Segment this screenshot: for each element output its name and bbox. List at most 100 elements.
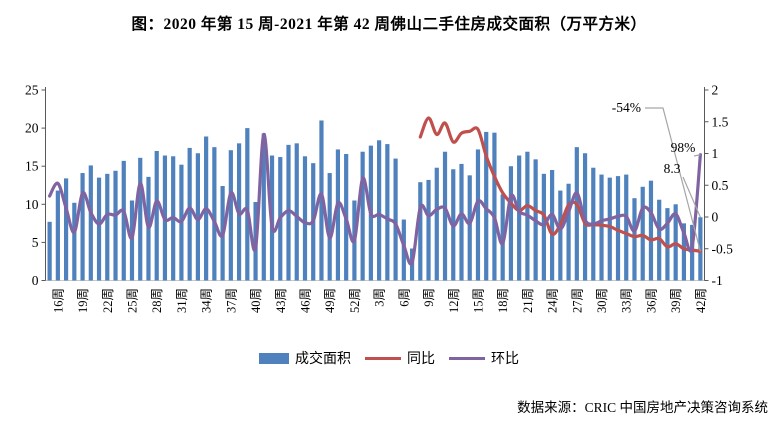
wow-line <box>48 132 702 266</box>
bar <box>377 140 382 281</box>
x-tick-label: 46周 <box>298 288 312 313</box>
bar <box>599 174 604 281</box>
right-tick-label: 0.5 <box>712 178 729 193</box>
x-tick-label: 31周 <box>175 288 189 313</box>
bar <box>195 153 200 281</box>
bar <box>550 170 555 281</box>
bar <box>558 190 563 281</box>
x-tick-label: 43周 <box>274 288 288 313</box>
bar <box>385 144 390 281</box>
bar <box>665 208 670 281</box>
x-tick-label: 18周 <box>496 288 510 313</box>
chart-title: 图：2020 年第 15 周-2021 年第 42 周佛山二手住房成交面积（万平… <box>131 16 647 33</box>
x-tick-label: 34周 <box>200 288 214 313</box>
yoy-line-swatch-icon <box>365 356 401 360</box>
annotation-label: 8.3 <box>664 161 681 176</box>
left-tick-label: 25 <box>25 83 39 98</box>
legend: 成交面积 同比 环比 <box>0 348 778 368</box>
x-tick-label: 15周 <box>471 288 485 313</box>
bar <box>327 173 332 281</box>
axes <box>45 87 705 281</box>
bar <box>138 157 143 281</box>
yoy-line <box>418 116 702 253</box>
x-tick-label: 22周 <box>101 288 115 313</box>
left-axis-ticks: 0 5 10 15 20 25 <box>25 83 46 288</box>
bar <box>607 177 612 281</box>
annotation-label: 98% <box>671 140 696 155</box>
right-tick-label: 1.5 <box>712 114 729 129</box>
bar <box>459 163 464 281</box>
bar <box>467 175 472 281</box>
right-tick-label: 2 <box>712 83 719 98</box>
x-tick-label: 12周 <box>447 288 461 313</box>
bar <box>154 150 159 281</box>
right-tick-label: 1 <box>712 146 719 161</box>
bar <box>212 147 217 281</box>
x-tick-label: 19周 <box>76 288 90 313</box>
bar <box>121 160 126 281</box>
bar <box>517 155 522 281</box>
bar <box>302 156 308 281</box>
x-tick-label: 49周 <box>323 288 337 313</box>
annotation-leader-line <box>682 176 701 218</box>
x-tick-label: 36周 <box>644 288 658 313</box>
bar <box>96 177 102 281</box>
annotation-leader-line <box>693 154 701 157</box>
bar <box>500 194 505 281</box>
left-tick-label: 0 <box>32 273 39 288</box>
x-tick-label: 30周 <box>595 288 609 313</box>
bar <box>319 120 324 281</box>
bar <box>393 158 398 281</box>
legend-label-wow: 环比 <box>491 352 519 367</box>
right-tick-label: -1 <box>712 273 723 288</box>
annotation-label: -54% <box>612 100 641 115</box>
x-tick-label: 16周 <box>51 288 65 313</box>
annotations: -54% 98% 8.3 <box>612 100 701 252</box>
bar <box>228 150 233 281</box>
bar <box>47 221 52 281</box>
x-tick-label: 9周 <box>422 288 436 307</box>
bar <box>80 173 85 281</box>
bar <box>88 165 93 281</box>
bar <box>335 149 341 281</box>
bar <box>475 149 481 281</box>
left-tick-label: 5 <box>32 235 39 250</box>
bar <box>508 166 514 281</box>
x-tick-label: 6周 <box>397 288 411 307</box>
x-tick-label: 25周 <box>125 288 139 313</box>
bar <box>261 133 266 281</box>
source-note: 数据来源：CRIC 中国房地产决策咨询系统 <box>517 400 768 415</box>
x-tick-label: 42周 <box>694 288 708 313</box>
bar <box>187 147 192 281</box>
bar <box>442 151 448 281</box>
right-axis-ticks: 2 1.5 1 0.5 0 -0.5 -1 <box>704 83 734 288</box>
x-tick-label: 21周 <box>521 288 535 313</box>
bar <box>418 182 423 281</box>
bar <box>574 147 579 281</box>
bar <box>624 174 629 281</box>
annotation-leader-line <box>645 107 701 252</box>
right-tick-label: 0 <box>712 210 719 225</box>
bar <box>698 217 703 281</box>
bar <box>484 131 489 281</box>
x-axis-labels: 16周 19周 22周 25周 28周 31周 34周 37周 40周 43周 46周 49周 52周 3… <box>51 288 708 313</box>
bar <box>426 179 431 281</box>
bar <box>615 176 621 281</box>
left-tick-label: 10 <box>25 197 39 212</box>
bar <box>632 198 637 281</box>
bar <box>690 224 695 281</box>
x-tick-label: 39周 <box>669 288 683 313</box>
bar <box>681 223 687 281</box>
x-tick-label: 37周 <box>224 288 238 313</box>
bar-swatch-icon <box>259 352 289 364</box>
x-tick-label: 3周 <box>373 288 387 307</box>
bar <box>72 202 77 281</box>
bar <box>63 178 69 281</box>
bar <box>286 144 291 281</box>
right-tick-label: -0.5 <box>712 241 734 256</box>
bar <box>541 173 546 281</box>
bar <box>55 190 60 281</box>
x-tick-label: 28周 <box>150 288 164 313</box>
x-tick-label: 27周 <box>570 288 584 313</box>
legend-item-yoy: 同比 <box>365 348 435 368</box>
